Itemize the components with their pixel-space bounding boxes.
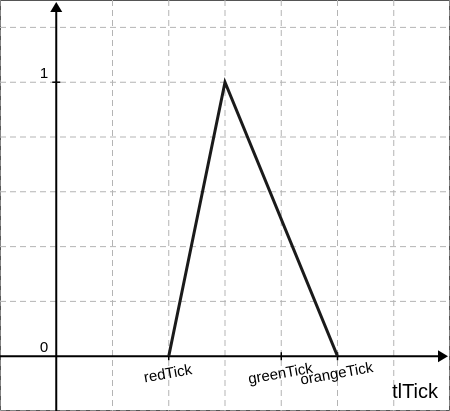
- x-axis-arrow: [438, 350, 448, 363]
- labels: tlTick: [392, 381, 439, 403]
- x-tick-label: redTick: [143, 361, 194, 386]
- series-line: [167, 77, 339, 357]
- y-tick-label: 1: [40, 65, 48, 82]
- y-tick-label: 0: [40, 339, 48, 356]
- series: [167, 77, 339, 357]
- y-axis-arrow: [50, 2, 63, 12]
- x-axis-label: tlTick: [392, 381, 439, 403]
